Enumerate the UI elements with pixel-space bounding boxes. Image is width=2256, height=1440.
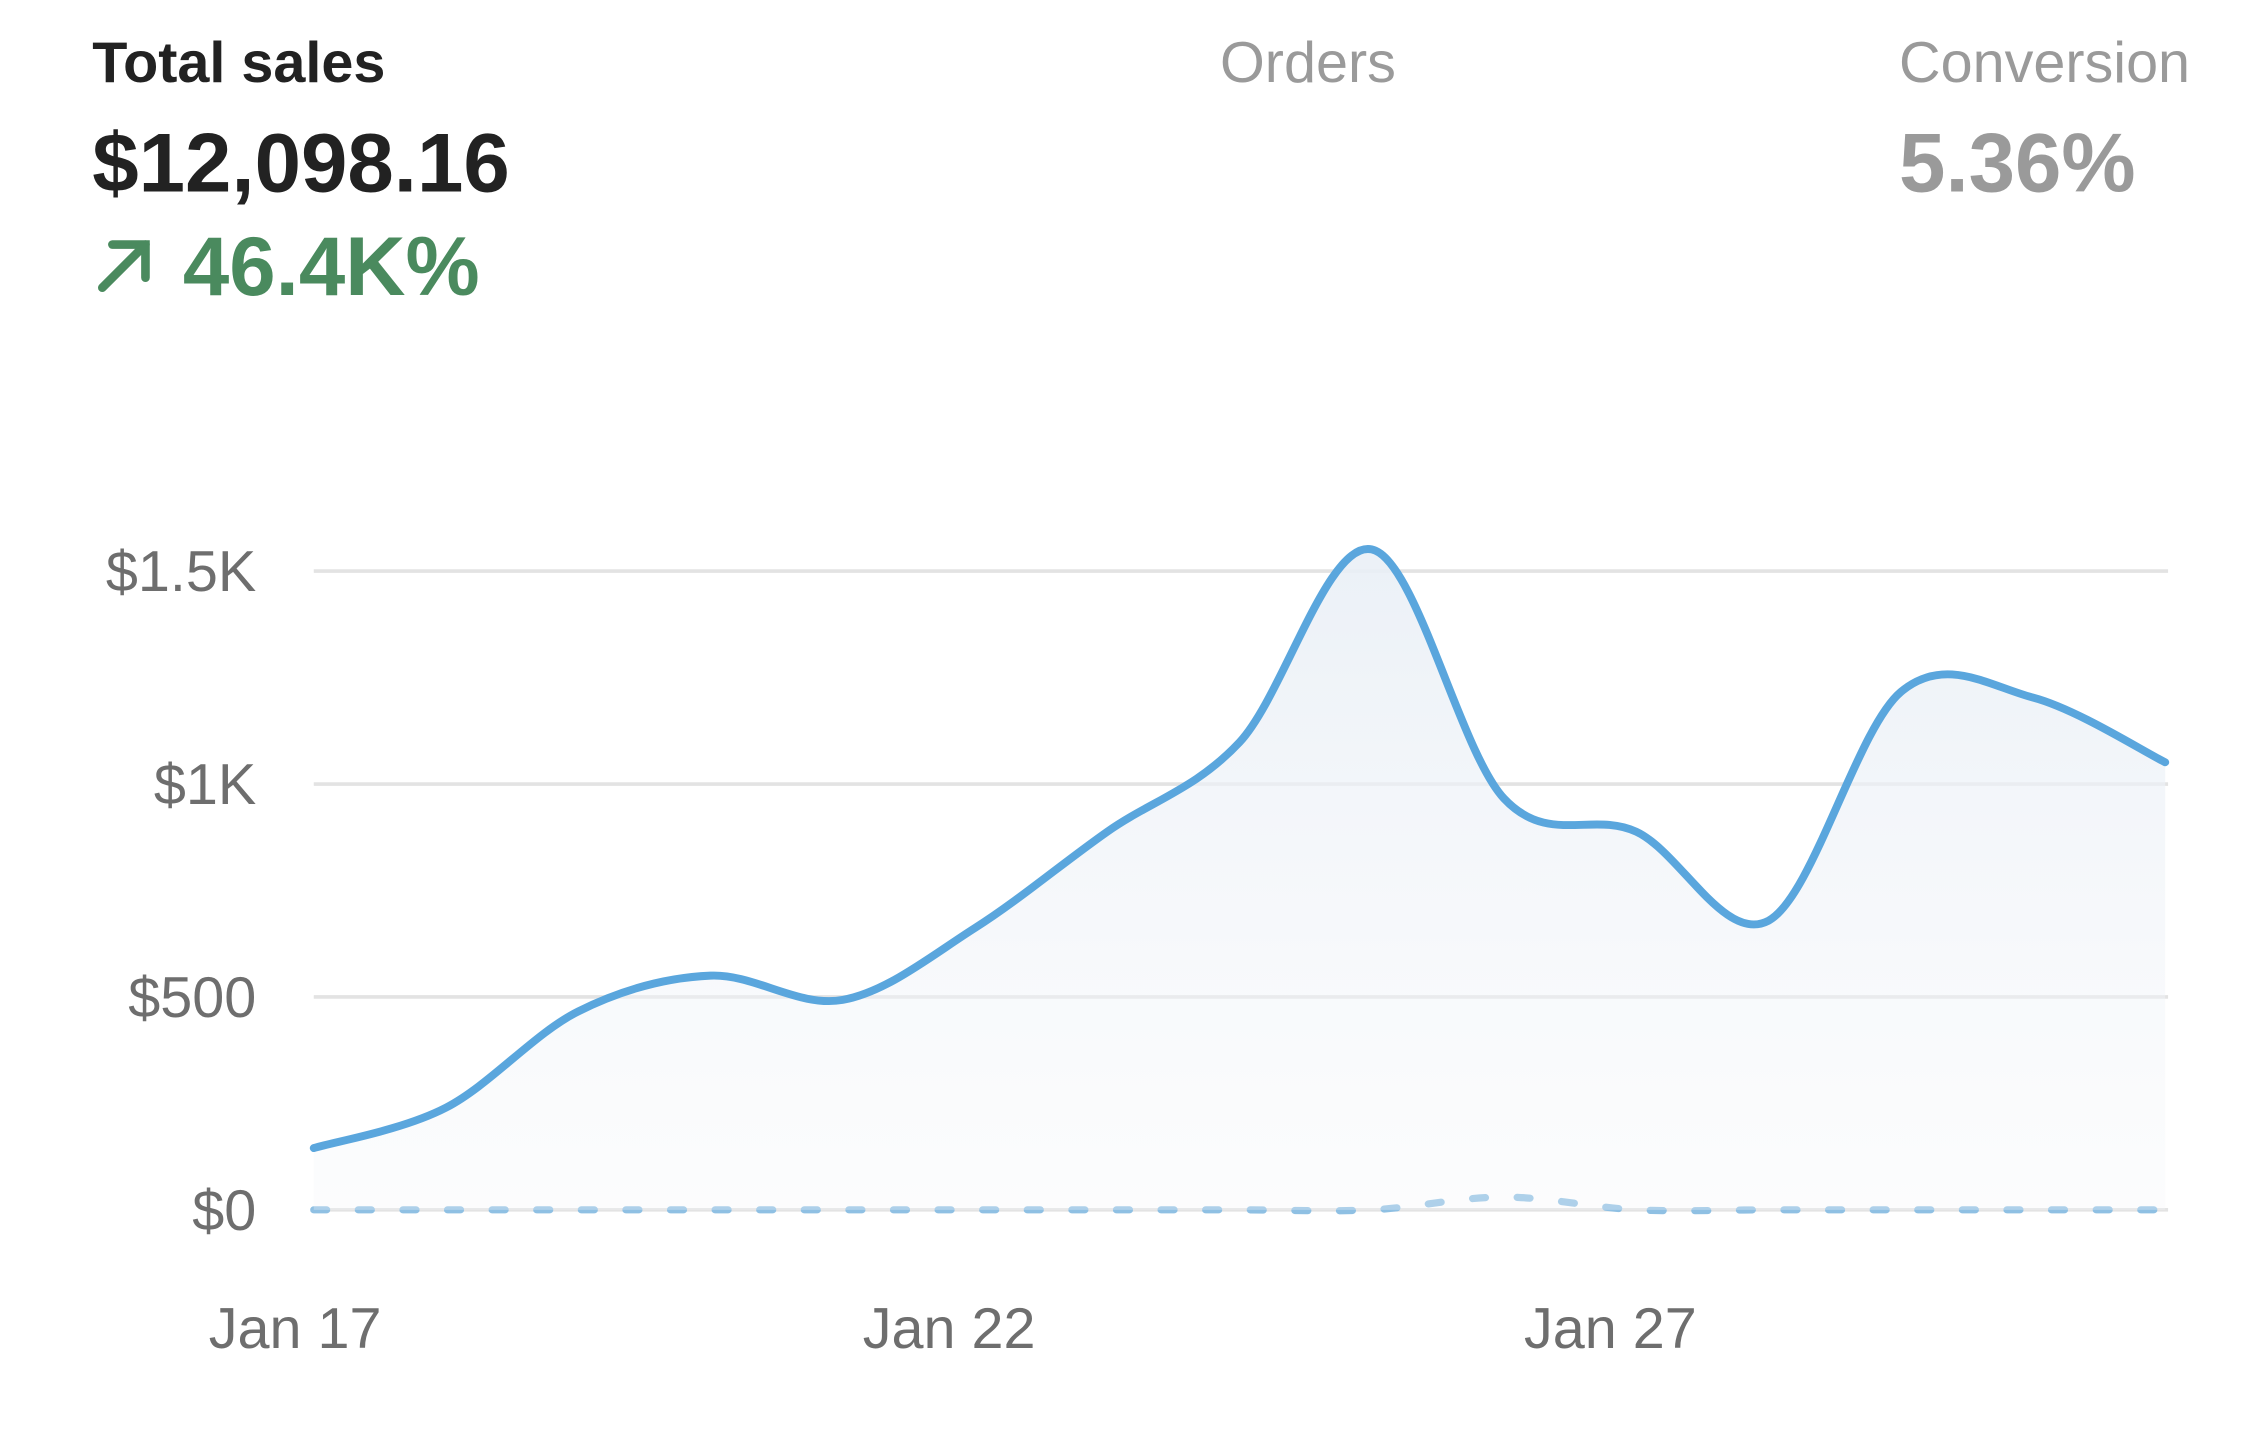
y-tick-label: $0 (192, 1179, 256, 1243)
x-tick-label: Jan 27 (1524, 1297, 1697, 1361)
y-tick-label: $1K (154, 753, 256, 817)
metric-value: $12,098.16 (92, 115, 510, 209)
metric-value: 5.36% (1899, 115, 2136, 209)
metric-label[interactable]: Orders (1220, 31, 1396, 95)
sales-line (309, 545, 2170, 1153)
chart: $0 $500 $1K $1.5K Jan 17 Jan 22 Jan 27 (106, 540, 2170, 1361)
metric-change: 46.4K% (183, 219, 480, 313)
x-tick-label: Jan 22 (863, 1297, 1036, 1361)
y-tick-label: $500 (128, 966, 256, 1030)
metric-label[interactable]: Conversion (1899, 31, 2190, 95)
up-arrow-icon (97, 240, 150, 293)
metric-label[interactable]: Total sales (92, 31, 385, 95)
x-tick-label: Jan 17 (209, 1297, 382, 1361)
area-fill (313, 548, 2166, 1210)
y-tick-label: $1.5K (106, 540, 256, 604)
